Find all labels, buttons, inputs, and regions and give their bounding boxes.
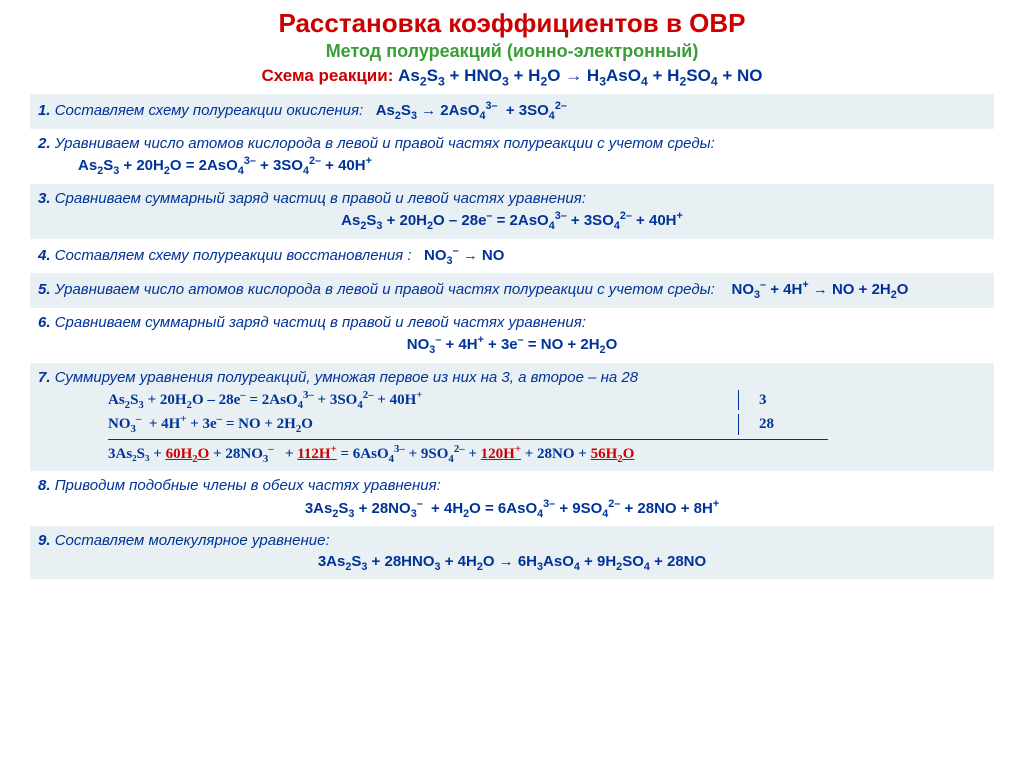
step-9: 9. Составляем молекулярное уравнение: 3A… (30, 526, 994, 579)
step-7-line1-eq: As2S3 + 20H2O – 28e– = 2AsO43– + 3SO42– … (108, 388, 738, 413)
step-7-num: 7. (38, 369, 51, 386)
step-2-text: Уравниваем число атомов кислорода в лево… (55, 135, 715, 152)
step-7-line2-mult: 28 (738, 414, 788, 434)
step-7-result-eq: 3As₂S₃ + 60H2O + 28NO3– + 112H+ = 6AsO43… (108, 442, 888, 467)
res-p1: 3As₂S₃ + (108, 446, 166, 462)
step-3-text: Сравниваем суммарный заряд частиц в прав… (55, 190, 586, 207)
step-7-line1-mult: 3 (738, 390, 788, 410)
step-6-text: Сравниваем суммарный заряд частиц в прав… (55, 314, 586, 331)
step-8: 8. Приводим подобные члены в обеих частя… (30, 471, 994, 526)
res-p3: = 6AsO43– + 9SO42– + (337, 446, 481, 462)
step-9-text: Составляем молекулярное уравнение: (55, 532, 330, 549)
res-p4: + 28NO + (521, 446, 591, 462)
step-5-text: Уравниваем число атомов кислорода в лево… (55, 281, 715, 298)
step-1-num: 1. (38, 102, 51, 119)
step-2-eq: As2S3 + 20H2O = 2AsO43– + 3SO42– + 40H+ (78, 154, 372, 179)
step-5-eq: NO3– + 4H+ → NO + 2H2O (732, 281, 909, 298)
step-3: 3. Сравниваем суммарный заряд частиц в п… (30, 184, 994, 239)
res-h1: 112H+ (297, 446, 337, 462)
res-h2o1: 60H2O (166, 446, 210, 462)
step-8-text: Приводим подобные члены в обеих частях у… (55, 477, 441, 494)
reaction-scheme: Схема реакции: As2S3 + HNO3 + H2O → H3As… (30, 66, 994, 88)
res-p2: + 28NO3– + (209, 446, 297, 462)
step-4-eq: NO3– → NO (424, 247, 504, 264)
step-8-eq: 3As2S3 + 28NO3– + 4H2O = 6AsO43– + 9SO42… (38, 497, 986, 522)
res-h2o2: 56H2O (591, 446, 635, 462)
step-1-text: Составляем схему полуреакции окисления: (55, 102, 364, 119)
step-7: 7. Суммируем уравнения полуреакций, умно… (30, 363, 994, 472)
step-5: 5. Уравниваем число атомов кислорода в л… (30, 273, 994, 308)
step-4: 4. Составляем схему полуреакции восстано… (30, 239, 994, 274)
step-2: 2. Уравниваем число атомов кислорода в л… (30, 129, 994, 184)
slide-title: Расстановка коэффициентов в ОВР (30, 8, 994, 39)
step-6: 6. Сравниваем суммарный заряд частиц в п… (30, 308, 994, 363)
step-9-eq: 3As2S3 + 28HNO3 + 4H2O → 6H3AsO4 + 9H2SO… (38, 552, 986, 575)
step-8-num: 8. (38, 477, 51, 494)
step-7-line2: NO3– + 4H+ + 3e– = NO + 2H2O 28 (108, 412, 986, 437)
step-4-num: 4. (38, 247, 51, 264)
scheme-equation: As2S3 + HNO3 + H2O → H3AsO4 + H2SO4 + NO (398, 66, 762, 85)
step-9-num: 9. (38, 532, 51, 549)
scheme-label: Схема реакции (261, 66, 387, 85)
step-5-num: 5. (38, 281, 51, 298)
step-1: 1. Составляем схему полуреакции окислени… (30, 94, 994, 129)
step-7-line2-eq: NO3– + 4H+ + 3e– = NO + 2H2O (108, 412, 738, 437)
step-3-eq: As2S3 + 20H2O – 28e– = 2AsO43– + 3SO42– … (38, 209, 986, 234)
step-2-num: 2. (38, 135, 51, 152)
step-6-eq: NO3– + 4H+ + 3e– = NO + 2H2O (38, 333, 986, 358)
step-7-text: Суммируем уравнения полуреакций, умножая… (55, 369, 638, 386)
step-6-num: 6. (38, 314, 51, 331)
slide-subtitle: Метод полуреакций (ионно-электронный) (30, 41, 994, 62)
step-3-num: 3. (38, 190, 51, 207)
step-4-text: Составляем схему полуреакции восстановле… (55, 247, 412, 264)
step-7-sum-block: As2S3 + 20H2O – 28e– = 2AsO43– + 3SO42– … (108, 388, 986, 467)
step-1-eq: As2S3 → 2AsO43– + 3SO42– (376, 102, 567, 119)
slide-container: Расстановка коэффициентов в ОВР Метод по… (0, 0, 1024, 768)
step-7-line1: As2S3 + 20H2O – 28e– = 2AsO43– + 3SO42– … (108, 388, 986, 413)
step-7-divider (108, 439, 828, 440)
step-7-result: 3As₂S₃ + 60H2O + 28NO3– + 112H+ = 6AsO43… (108, 442, 986, 467)
res-h2: 120H+ (481, 446, 521, 462)
